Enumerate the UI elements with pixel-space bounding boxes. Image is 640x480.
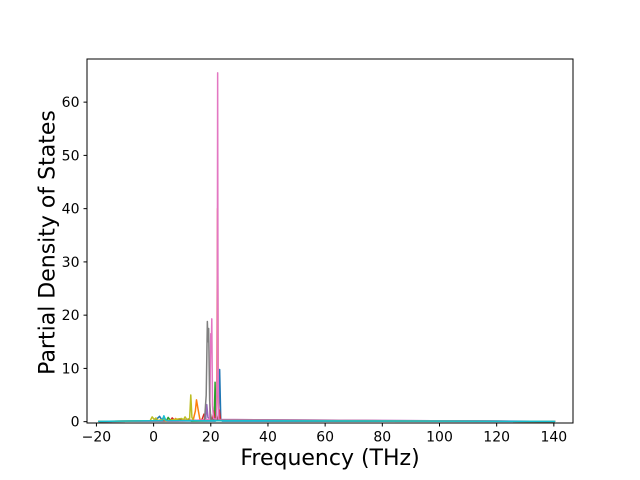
- x-tick-label: 60: [316, 430, 334, 446]
- y-tick-label: 10: [62, 361, 80, 377]
- y-tick-label: 30: [62, 255, 80, 271]
- y-tick-label: 20: [62, 308, 80, 324]
- series-3-green-line: [97, 381, 556, 423]
- series-9-olive-line: [97, 394, 556, 423]
- series-2-orange-line: [97, 207, 556, 423]
- series-8-gray-line: [97, 320, 556, 423]
- series-10-cyan-line: [97, 415, 556, 423]
- x-tick-label: 40: [259, 430, 277, 446]
- y-tick-label: 0: [71, 415, 80, 431]
- y-tick-label: 60: [62, 95, 80, 111]
- series-7-pink-line: [97, 72, 556, 423]
- x-axis-label: Frequency (THz): [240, 446, 420, 471]
- axes-spines: [86, 58, 574, 424]
- y-tick-label: 40: [62, 202, 80, 218]
- x-tick-label: 140: [540, 430, 567, 446]
- series-1-blue-line: [97, 368, 556, 423]
- x-tick-label: 80: [373, 430, 391, 446]
- y-axis-label: Partial Density of States: [35, 110, 61, 375]
- x-tick-label: 100: [426, 430, 453, 446]
- y-tick-label: 50: [62, 148, 80, 164]
- x-tick-label: −20: [82, 430, 112, 446]
- x-tick-label: 0: [149, 430, 158, 446]
- x-tick-label: 20: [202, 430, 220, 446]
- x-tick-label: 120: [483, 430, 510, 446]
